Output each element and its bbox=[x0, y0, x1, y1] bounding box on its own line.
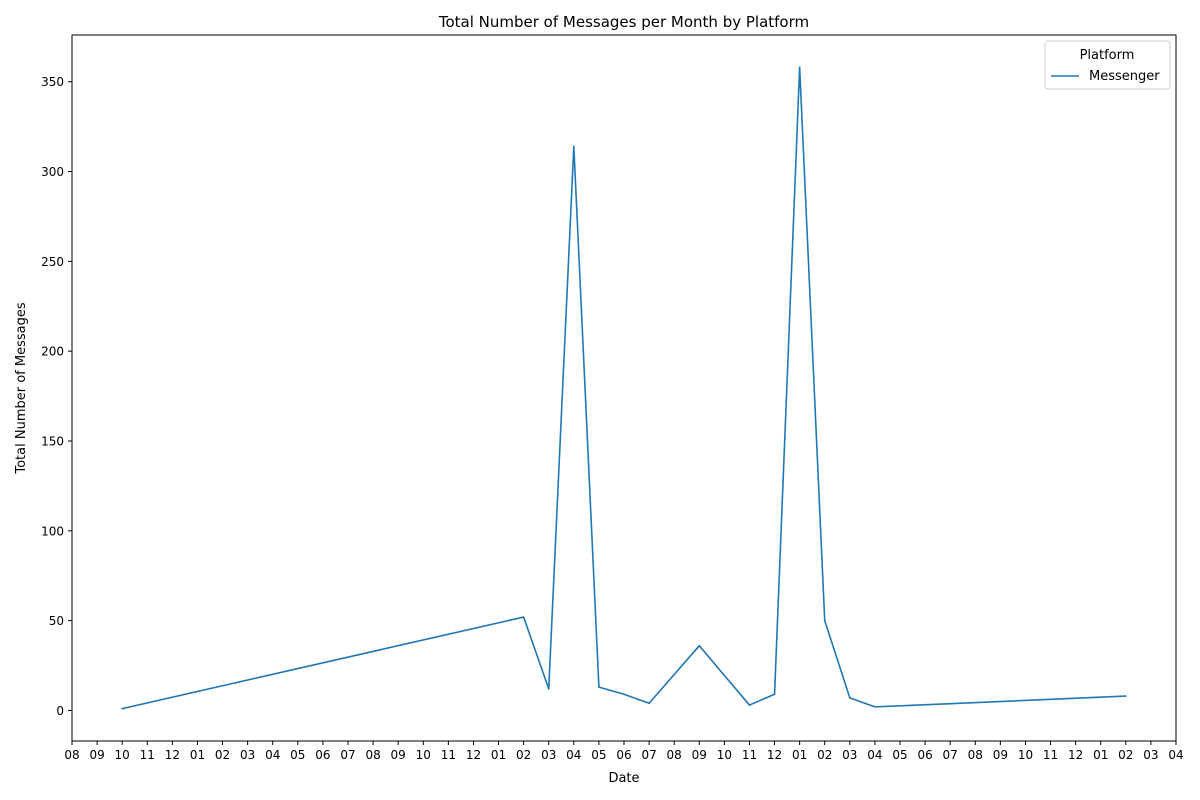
data-point bbox=[623, 693, 625, 696]
x-tick-label: 04 bbox=[1168, 748, 1183, 762]
x-tick-label: 06 bbox=[315, 748, 330, 762]
x-tick-label: 10 bbox=[1018, 748, 1033, 762]
x-tick-label: 02 bbox=[817, 748, 832, 762]
series-layer bbox=[121, 66, 1127, 710]
data-point bbox=[522, 616, 525, 618]
x-tick-label: 06 bbox=[616, 748, 631, 762]
x-tick-label: 08 bbox=[365, 748, 380, 762]
x-tick-label: 05 bbox=[591, 748, 606, 762]
y-tick-label: 200 bbox=[41, 345, 64, 359]
legend-label-messenger: Messenger bbox=[1089, 69, 1160, 84]
x-tick-label: 04 bbox=[566, 748, 581, 762]
x-tick-label: 11 bbox=[1043, 748, 1058, 762]
x-tick-label: 09 bbox=[993, 748, 1008, 762]
x-tick-label: 05 bbox=[290, 748, 305, 762]
x-tick-label: 12 bbox=[466, 748, 481, 762]
x-tick-label: 03 bbox=[541, 748, 556, 762]
legend: Platform Messenger bbox=[1044, 40, 1171, 90]
data-point bbox=[798, 66, 801, 69]
y-tick-label: 150 bbox=[41, 434, 64, 448]
x-tick-label: 04 bbox=[867, 748, 882, 762]
x-tick-label: 10 bbox=[416, 748, 431, 762]
data-point bbox=[598, 686, 600, 688]
x-tick-label: 02 bbox=[215, 748, 230, 762]
x-tick-label: 11 bbox=[140, 748, 155, 762]
data-point bbox=[823, 619, 826, 622]
data-point bbox=[874, 706, 876, 708]
x-tick-label: 03 bbox=[240, 748, 255, 762]
data-point bbox=[698, 644, 701, 647]
x-tick-label: 05 bbox=[892, 748, 907, 762]
x-tick-label: 08 bbox=[968, 748, 983, 762]
x-tick-label: 02 bbox=[1118, 748, 1133, 762]
data-point bbox=[121, 707, 123, 710]
x-tick-label: 10 bbox=[115, 748, 130, 762]
x-tick-label: 12 bbox=[1068, 748, 1083, 762]
x-tick-label: 03 bbox=[842, 748, 857, 762]
legend-title: Platform bbox=[1080, 48, 1135, 63]
data-point bbox=[849, 697, 851, 699]
x-tick-label: 01 bbox=[1093, 748, 1108, 762]
y-tick-label: 50 bbox=[49, 614, 64, 628]
x-tick-label: 09 bbox=[89, 748, 104, 762]
x-tick-label: 03 bbox=[1143, 748, 1158, 762]
y-tick-label: 300 bbox=[41, 165, 64, 179]
data-point bbox=[1125, 695, 1127, 697]
data-point bbox=[573, 145, 575, 148]
x-tick-label: 01 bbox=[190, 748, 205, 762]
x-tick-label: 08 bbox=[667, 748, 682, 762]
x-tick-label: 12 bbox=[767, 748, 782, 762]
series-line-messenger bbox=[122, 66, 1126, 710]
x-tick-label: 09 bbox=[391, 748, 406, 762]
x-tick-label: 09 bbox=[692, 748, 707, 762]
x-axis-label: Date bbox=[608, 771, 639, 786]
y-tick-label: 0 bbox=[56, 704, 64, 718]
y-axis-ticks: 0 50 100 150 200 250 300 350 bbox=[41, 75, 72, 718]
data-point bbox=[547, 688, 550, 690]
y-tick-label: 350 bbox=[41, 75, 64, 89]
x-tick-label: 04 bbox=[265, 748, 280, 762]
x-tick-label: 07 bbox=[943, 748, 958, 762]
x-axis-ticks: 08 09 10 11 12 01 02 03 04 05 06 07 08 09 10 11 12 01 02 03… bbox=[64, 741, 1184, 762]
x-tick-label: 10 bbox=[717, 748, 732, 762]
x-tick-label: 11 bbox=[441, 748, 456, 762]
y-tick-label: 250 bbox=[41, 255, 64, 269]
x-tick-label: 11 bbox=[742, 748, 757, 762]
plot-area-frame bbox=[71, 34, 1177, 742]
x-tick-label: 01 bbox=[792, 748, 807, 762]
x-tick-label: 07 bbox=[641, 748, 656, 762]
data-point bbox=[748, 704, 751, 706]
x-tick-label: 01 bbox=[491, 748, 506, 762]
x-tick-label: 07 bbox=[340, 748, 355, 762]
x-tick-label: 02 bbox=[516, 748, 531, 762]
legend-box bbox=[1044, 40, 1171, 90]
chart-title: Total Number of Messages per Month by Pl… bbox=[438, 13, 809, 31]
y-axis-label: Total Number of Messages bbox=[14, 302, 29, 474]
data-point bbox=[648, 702, 650, 705]
x-tick-label: 06 bbox=[917, 748, 932, 762]
x-tick-label: 08 bbox=[64, 748, 79, 762]
x-tick-label: 12 bbox=[165, 748, 180, 762]
y-tick-label: 100 bbox=[41, 524, 64, 538]
data-point bbox=[773, 693, 776, 696]
